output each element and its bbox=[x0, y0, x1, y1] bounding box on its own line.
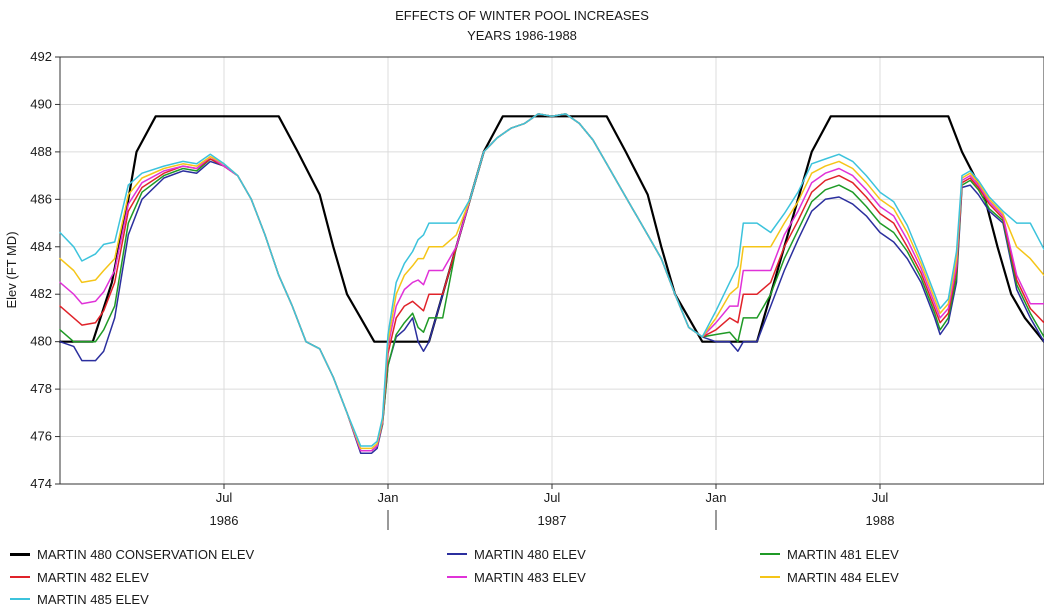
legend-label: MARTIN 483 ELEV bbox=[474, 569, 586, 585]
y-tick-label: 482 bbox=[30, 286, 52, 301]
legend-label: MARTIN 484 ELEV bbox=[787, 569, 899, 585]
y-tick-label: 484 bbox=[30, 239, 52, 254]
x-tick-label: Jul bbox=[544, 490, 561, 505]
legend-label: MARTIN 482 ELEV bbox=[37, 569, 149, 585]
legend-swatch bbox=[760, 553, 780, 555]
y-tick-label: 492 bbox=[30, 49, 52, 64]
legend-swatch bbox=[10, 598, 30, 600]
x-axis: Jul Jan Jul Jan Jul 1986 1987 1988 bbox=[210, 484, 895, 530]
legend-item-martin-483-elev: MARTIN 483 ELEV bbox=[447, 568, 586, 586]
legend-item-martin-481-elev: MARTIN 481 ELEV bbox=[760, 545, 899, 563]
y-tick-label: 480 bbox=[30, 334, 52, 349]
y-tick-label: 476 bbox=[30, 429, 52, 444]
y-axis-label: Elev (FT MD) bbox=[4, 231, 19, 308]
grid bbox=[60, 56, 1044, 485]
y-tick-label: 478 bbox=[30, 381, 52, 396]
x-year-label: 1986 bbox=[210, 513, 239, 528]
x-tick-label: Jan bbox=[706, 490, 727, 505]
x-year-label: 1988 bbox=[866, 513, 895, 528]
legend-swatch bbox=[760, 576, 780, 578]
legend: MARTIN 480 CONSERVATION ELEV MARTIN 480 … bbox=[0, 542, 1044, 612]
y-axis: 474 476 478 480 482 484 486 488 490 492 bbox=[30, 49, 60, 491]
y-tick-label: 486 bbox=[30, 191, 52, 206]
legend-label: MARTIN 480 CONSERVATION ELEV bbox=[37, 546, 255, 562]
legend-label: MARTIN 481 ELEV bbox=[787, 546, 899, 562]
series-line-martin-480-conservation-elev bbox=[58, 115, 1044, 343]
x-tick-label: Jul bbox=[872, 490, 889, 505]
chart: EFFECTS OF WINTER POOL INCREASES YEARS 1… bbox=[4, 8, 1044, 530]
legend-swatch bbox=[10, 552, 30, 556]
legend-label: MARTIN 480 ELEV bbox=[474, 546, 586, 562]
chart-subtitle: YEARS 1986-1988 bbox=[467, 28, 577, 43]
y-tick-label: 490 bbox=[30, 96, 52, 111]
chart-title: EFFECTS OF WINTER POOL INCREASES bbox=[395, 8, 649, 23]
legend-item-martin-480-conservation-elev: MARTIN 480 CONSERVATION ELEV bbox=[10, 545, 254, 563]
legend-swatch bbox=[447, 576, 467, 578]
series-line-martin-485-elev bbox=[59, 113, 1044, 447]
legend-label: MARTIN 485 ELEV bbox=[37, 591, 149, 607]
legend-item-martin-482-elev: MARTIN 482 ELEV bbox=[10, 568, 149, 586]
legend-item-martin-480-elev: MARTIN 480 ELEV bbox=[447, 545, 586, 563]
x-tick-label: Jan bbox=[378, 490, 399, 505]
x-tick-label: Jul bbox=[216, 490, 233, 505]
legend-item-martin-485-elev: MARTIN 485 ELEV bbox=[10, 590, 149, 608]
x-year-label: 1987 bbox=[538, 513, 567, 528]
legend-item-martin-484-elev: MARTIN 484 ELEV bbox=[760, 568, 899, 586]
series-lines bbox=[58, 113, 1044, 454]
legend-swatch bbox=[10, 576, 30, 578]
y-tick-label: 474 bbox=[30, 476, 52, 491]
legend-swatch bbox=[447, 553, 467, 555]
y-tick-label: 488 bbox=[30, 144, 52, 159]
